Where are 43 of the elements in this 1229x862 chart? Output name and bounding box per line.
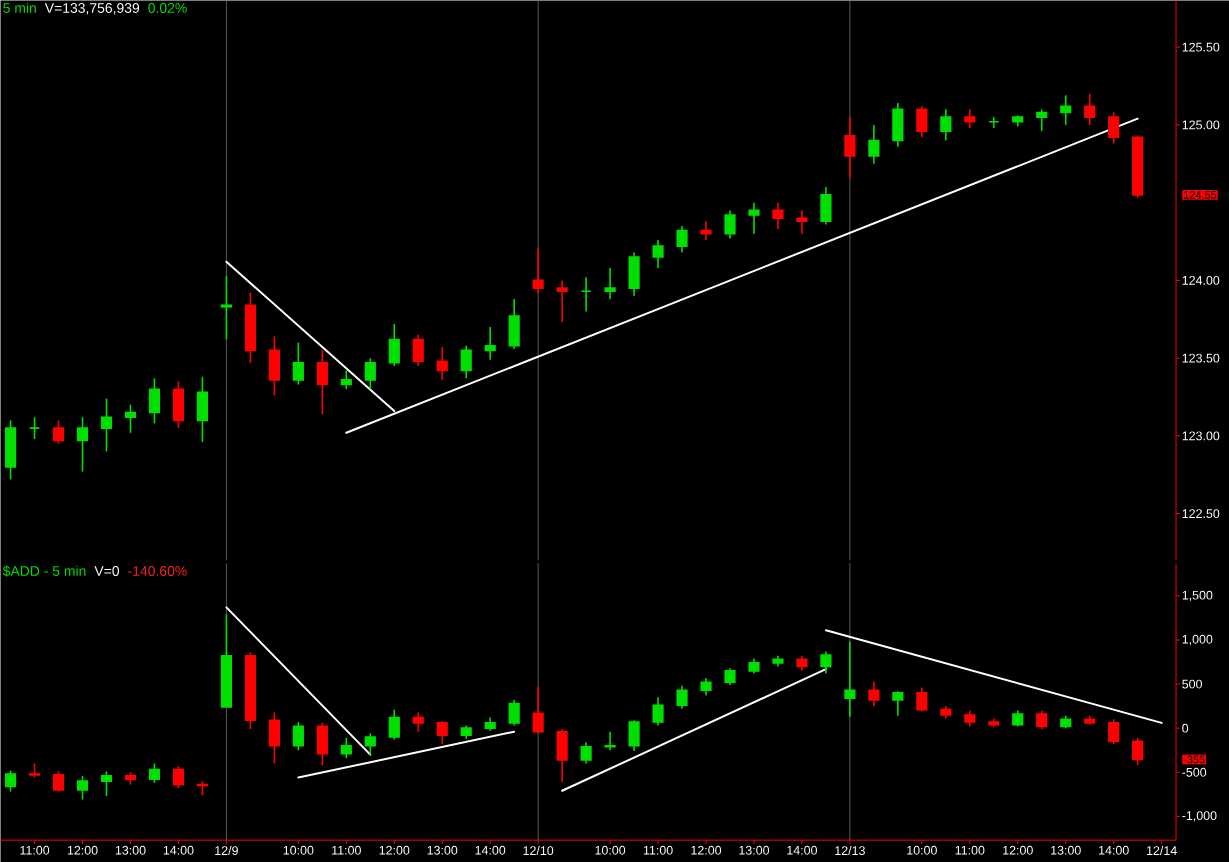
y-tick-label: -1,000 — [1182, 811, 1217, 822]
y-tick-label: 125.50 — [1182, 42, 1220, 52]
y-tick-label: 124.00 — [1182, 275, 1220, 285]
x-tick-label: 10:00 — [595, 845, 626, 855]
x-tick-label: 13:00 — [1051, 845, 1081, 855]
x-tick-label: 13:00 — [739, 845, 770, 855]
y-tick-label: 125.00 — [1182, 120, 1220, 130]
y-tick-label: 122.50 — [1182, 509, 1220, 518]
x-tick-label: 13:00 — [427, 845, 458, 855]
y-tick-label: 1,000 — [1182, 634, 1213, 646]
x-tick-label: 14:00 — [787, 845, 818, 855]
x-tick-label: 12/14 — [1147, 845, 1177, 855]
x-tick-label: 12/10 — [523, 845, 554, 855]
x-tick-label: 12/9 — [215, 845, 238, 855]
chart-title: 5 min — [3, 2, 36, 13]
x-tick-label: 12:00 — [1003, 845, 1033, 855]
x-tick-label: 13:00 — [115, 845, 146, 855]
x-tick-label: 14:00 — [163, 845, 194, 855]
x-tick-label: 11:00 — [643, 845, 673, 855]
chart-title: $ADD - 5 min — [2, 565, 86, 577]
x-tick-label: 12/13 — [835, 845, 865, 855]
y-tick-label: 123.00 — [1182, 431, 1220, 441]
x-tick-label: 12:00 — [691, 845, 722, 855]
x-tick-label: 14:00 — [1099, 845, 1129, 855]
chart-subtitle: V=0 — [94, 565, 120, 576]
x-tick-label: 12:00 — [379, 845, 410, 855]
chart-subtitle: V=133,756,939 — [44, 2, 140, 15]
y-tick-label: 0 — [1182, 723, 1189, 733]
x-tick-label: 10:00 — [283, 845, 314, 855]
x-tick-label: 14:00 — [475, 845, 506, 855]
annotation: 0.02% — [148, 2, 187, 13]
x-tick-label: 11:00 — [332, 845, 361, 855]
x-tick-label: 11:00 — [955, 845, 985, 855]
y-tick-label: 123.50 — [1182, 353, 1220, 363]
text: 124.55 — [1184, 190, 1217, 199]
annotation: -140.60% — [128, 565, 187, 576]
x-tick-label: 10:00 — [907, 845, 937, 855]
y-tick-label: 500 — [1182, 679, 1203, 689]
x-tick-label: 11:00 — [20, 845, 50, 855]
y-tick-label: 1,500 — [1182, 590, 1213, 601]
x-tick-label: 12:00 — [67, 845, 98, 855]
text: -355 — [1183, 755, 1205, 764]
y-tick-label: -500 — [1182, 767, 1207, 777]
